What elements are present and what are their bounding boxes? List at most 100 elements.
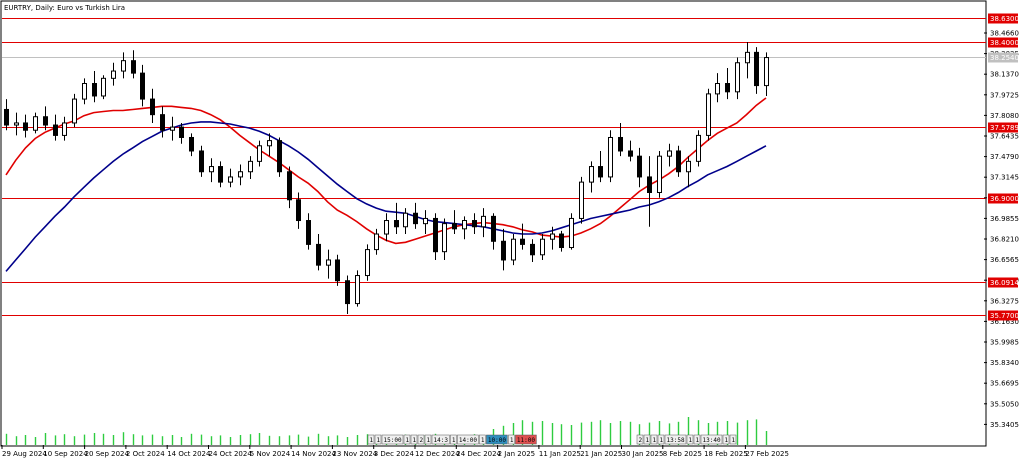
event-tag-label: 1: [481, 437, 485, 444]
candle-bearish: [452, 223, 457, 230]
candle-bearish: [598, 166, 603, 178]
level-label: 36.9000: [990, 195, 1019, 203]
candle-bullish: [355, 275, 360, 305]
candle-bullish: [589, 166, 594, 183]
price-tick-label: 36.9855: [990, 215, 1019, 223]
candle-bullish: [579, 181, 584, 219]
price-tick-label: 36.1630: [990, 318, 1019, 326]
candle-bullish: [511, 238, 516, 261]
candle-bullish: [608, 136, 613, 178]
event-tag-box: [486, 434, 508, 445]
candle-bullish: [745, 51, 750, 64]
event-tag-box: [479, 434, 486, 445]
level-label: 37.5789: [990, 124, 1019, 132]
price-tick-label: 36.6565: [990, 256, 1019, 264]
candle-bearish: [520, 238, 525, 245]
event-tag-label: 1: [732, 437, 736, 444]
event-tag-box: [729, 434, 737, 445]
event-tag-label: 1: [689, 437, 693, 444]
event-tag-box: [367, 434, 375, 445]
candle-bearish: [433, 217, 438, 253]
candle-bearish: [150, 98, 155, 116]
candle-bullish: [442, 223, 447, 253]
candle-bearish: [676, 150, 681, 173]
candle-bullish: [764, 57, 769, 87]
candle-bearish: [628, 150, 633, 157]
event-tag-box: [508, 434, 515, 445]
event-tag-label: 14:00: [459, 437, 477, 444]
candle-bullish: [706, 93, 711, 136]
candle-bullish: [540, 238, 545, 256]
event-tag-label: 2: [639, 437, 643, 444]
event-tag-box: [650, 434, 658, 445]
price-tick-label: 35.3405: [990, 421, 1019, 429]
price-tick-label: 35.5050: [990, 400, 1019, 408]
event-tag-label: 1: [370, 437, 374, 444]
price-tick-label: 37.4790: [990, 153, 1019, 161]
candle-bearish: [277, 140, 282, 173]
event-tag-label: 1: [377, 437, 381, 444]
date-tick-label: 5 Nov 2024: [250, 450, 291, 458]
date-tick-label: 2 Jan 2025: [498, 450, 536, 458]
event-tag-label: 1: [653, 437, 657, 444]
event-tag-box: [417, 434, 425, 445]
price-tick-label: 37.8080: [990, 112, 1019, 120]
candle-bearish: [160, 114, 165, 131]
candles: [4, 41, 769, 314]
candle-bullish: [257, 145, 262, 162]
event-tag-box: [410, 434, 418, 445]
candle-bullish: [657, 155, 662, 193]
candle-bearish: [218, 166, 223, 183]
date-tick-label: 2 Oct 2024: [126, 450, 165, 458]
candle-bearish: [4, 108, 9, 126]
candle-bearish: [394, 220, 399, 228]
volume-bars: [5, 417, 768, 445]
candle-bearish: [189, 136, 194, 152]
event-tag-box: [664, 434, 687, 445]
date-tick-label: 30 Jan 2025: [622, 450, 664, 458]
event-tag-label: 11:00: [517, 437, 535, 444]
candle-bearish: [53, 124, 58, 136]
date-tick-label: 18 Feb 2025: [704, 450, 748, 458]
level-labels: 38.6300 38.4000 37.5789 36.9000 36.0914 35.77…: [988, 13, 1019, 321]
date-tick-label: 21 Jan 2025: [580, 450, 622, 458]
candle-bearish: [179, 126, 184, 138]
level-label-bg: [988, 277, 1018, 288]
event-tag-label: 1: [510, 437, 514, 444]
date-tick-label: 10 Sep 2024: [43, 450, 88, 458]
date-tick-label: 24 Oct 2024: [209, 450, 253, 458]
event-tag-label: 15:00: [384, 437, 402, 444]
date-tick-label: 29 Aug 2024: [2, 450, 47, 458]
event-tag-box: [457, 434, 479, 445]
candle-bullish: [33, 116, 38, 131]
date-tick-label: 14 Nov 2024: [291, 450, 336, 458]
candle-bullish: [267, 140, 272, 147]
event-tag-label: 13:40: [703, 437, 721, 444]
candle-bearish: [92, 83, 97, 97]
candle-bearish: [306, 220, 311, 245]
date-tick-label: 20 Sep 2024: [85, 450, 130, 458]
price-tick-label: 36.3275: [990, 297, 1019, 305]
chart-title: EURTRY, Daily: Euro vs Turkish Lira: [4, 4, 125, 12]
event-tags: 1 1 15:00 1 1 2 1 14:3 1 14:00 1 10:00 1 11:00 2 1 1 1 13:…: [367, 434, 737, 445]
event-tag-box: [636, 434, 644, 445]
candle-bearish: [413, 212, 418, 225]
candle-bullish: [72, 98, 77, 124]
candle-bullish: [209, 166, 214, 173]
level-label-bg: [988, 310, 1018, 321]
event-tag-label: 14:3: [434, 437, 449, 444]
candle-bullish: [374, 233, 379, 251]
event-tag-box: [424, 434, 432, 445]
candle-bearish: [530, 243, 535, 256]
candle-bearish: [23, 122, 28, 131]
price-tick-label: 35.9985: [990, 339, 1019, 347]
slow-ma-line: [5, 121, 767, 272]
event-tag-label: 10:00: [488, 437, 506, 444]
candle-bearish: [43, 116, 48, 126]
level-label-bg: [988, 37, 1018, 48]
candle-bearish: [316, 243, 321, 266]
